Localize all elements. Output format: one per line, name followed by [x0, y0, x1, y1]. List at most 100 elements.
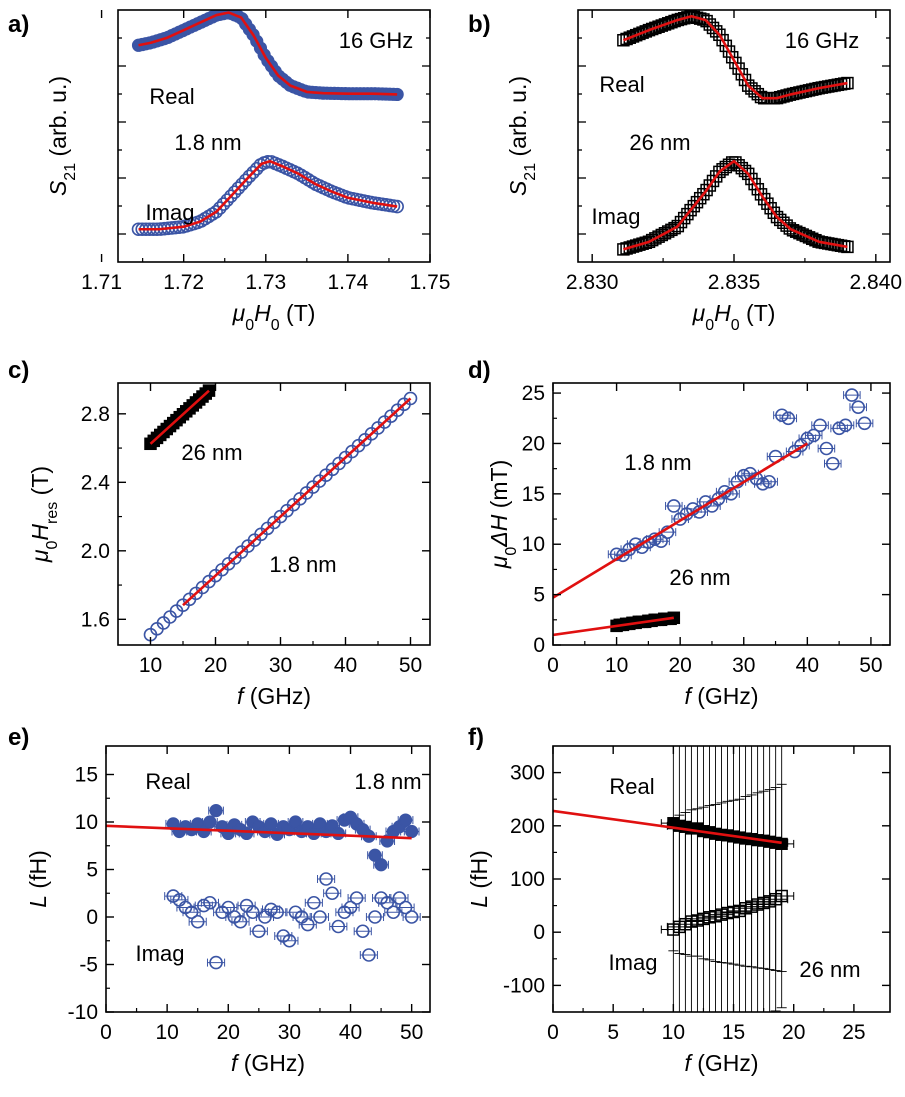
- data-point: [227, 185, 242, 199]
- data-point: [639, 236, 653, 250]
- data-point: [796, 228, 809, 241]
- data-point: [652, 20, 665, 33]
- annotation: 26 nm: [181, 440, 242, 465]
- data-point: [368, 910, 382, 924]
- data-point: [775, 408, 789, 423]
- data-point: [832, 421, 846, 436]
- y-tick-label: 2.8: [81, 403, 110, 426]
- x-tick-label: 25: [842, 1021, 865, 1044]
- data-point: [677, 11, 691, 25]
- plot-area-f: [553, 746, 795, 1012]
- data-point: [642, 23, 656, 37]
- series-e-imag: [164, 872, 421, 970]
- fit-curve: [622, 14, 848, 100]
- data-point: [633, 238, 646, 251]
- data-point: [783, 222, 797, 235]
- data-point: [767, 206, 781, 220]
- data-point: [690, 195, 704, 209]
- panel-f: f) 0 5 10 15 20 25 -100 0 100 200 300 f (GHz) L (fH) R…: [466, 724, 891, 1076]
- data-point: [716, 163, 729, 176]
- data-point: [838, 418, 853, 433]
- annotation: Real: [599, 72, 644, 97]
- data-point: [209, 205, 223, 219]
- x-tick-label: 2.835: [708, 271, 761, 294]
- data-point: [203, 895, 217, 910]
- data-point: [221, 900, 236, 915]
- y-tick-label: 1.6: [81, 608, 110, 631]
- data-point: [264, 817, 278, 831]
- x-axis-label-a: μ0H0 (T): [232, 300, 316, 334]
- fit-curve: [138, 11, 398, 96]
- series-f-imag: [660, 783, 795, 1012]
- series-b-real: [617, 10, 854, 105]
- data-point: [197, 898, 211, 913]
- y-tick-label: 10: [522, 533, 545, 556]
- data-point: [706, 21, 720, 35]
- y-tick-label: 2.0: [81, 540, 110, 563]
- panel-a: a) 1.71 1.72 1.73 1.74 1.75 μ0H0 (T) S21 (arb. …: [8, 9, 450, 334]
- data-point: [209, 955, 223, 970]
- annotation: 16 GHz: [785, 28, 860, 53]
- annotation: 26 nm: [629, 130, 690, 155]
- annotation: 1.8 nm: [624, 450, 691, 475]
- data-point: [264, 902, 278, 917]
- x-tick-label: 50: [400, 1021, 423, 1044]
- data-point: [762, 474, 776, 489]
- x-tick-label: 5: [607, 1021, 619, 1044]
- data-point: [617, 243, 630, 256]
- fit-curve: [138, 159, 398, 231]
- data-point: [355, 924, 370, 939]
- data-point: [703, 179, 717, 192]
- y-tick-label: 200: [510, 815, 545, 838]
- data-point: [405, 824, 419, 839]
- data-point: [288, 815, 303, 829]
- annotation: Real: [149, 84, 194, 109]
- data-point: [654, 534, 668, 549]
- plot-frame-d: [552, 382, 891, 646]
- data-point: [751, 87, 765, 101]
- data-point: [349, 891, 364, 905]
- data-point: [813, 418, 827, 433]
- y-tick-label: 25: [522, 382, 545, 405]
- x-axis-label-d: f (GHz): [684, 683, 758, 709]
- y-tick-label: 0: [86, 906, 98, 929]
- panel-label-a: a): [8, 11, 29, 38]
- fit-line: [149, 389, 210, 445]
- panel-label-f: f): [468, 724, 484, 751]
- data-point: [331, 826, 345, 841]
- annotation: Imag: [136, 941, 185, 966]
- data-point: [240, 826, 254, 841]
- data-point: [380, 895, 395, 910]
- annotation: 16 GHz: [339, 28, 414, 53]
- y-axis-label-d: μ0ΔH (mT): [486, 460, 520, 569]
- fit-line: [106, 824, 412, 840]
- x-tick-label: 30: [278, 1021, 301, 1044]
- data-point: [202, 384, 216, 397]
- data-point: [761, 197, 774, 210]
- data-point: [245, 905, 260, 920]
- data-point: [242, 169, 257, 184]
- data-point: [252, 924, 266, 939]
- data-point: [777, 90, 790, 103]
- y-tick-label: 5: [533, 584, 545, 607]
- data-point: [220, 193, 234, 207]
- fit-line: [182, 397, 412, 607]
- data-point: [404, 910, 419, 924]
- y-axis-label-a: S21 (arb. u.): [45, 76, 79, 196]
- x-tick-label: 1.71: [81, 271, 122, 294]
- panel-c: c) 10 20 30 40 50 1.6 2.0 2.4 2.8 f (GHz) μ0Hres (T…: [8, 357, 431, 709]
- plot-area-b: [617, 10, 854, 256]
- data-point: [238, 173, 253, 188]
- x-tick-label: 30: [269, 654, 292, 677]
- y-tick-label: 100: [510, 868, 545, 891]
- x-axis-label-f: f (GHz): [684, 1050, 758, 1076]
- x-tick-label: 20: [782, 1021, 805, 1044]
- annotation: 26 nm: [669, 565, 730, 590]
- data-point: [857, 416, 872, 431]
- x-tick-label: 15: [722, 1021, 745, 1044]
- data-point: [793, 226, 806, 240]
- y-axis-label-c: μ0Hres (T): [27, 466, 61, 563]
- data-point: [626, 240, 640, 253]
- data-point: [667, 499, 681, 513]
- data-point: [331, 919, 346, 934]
